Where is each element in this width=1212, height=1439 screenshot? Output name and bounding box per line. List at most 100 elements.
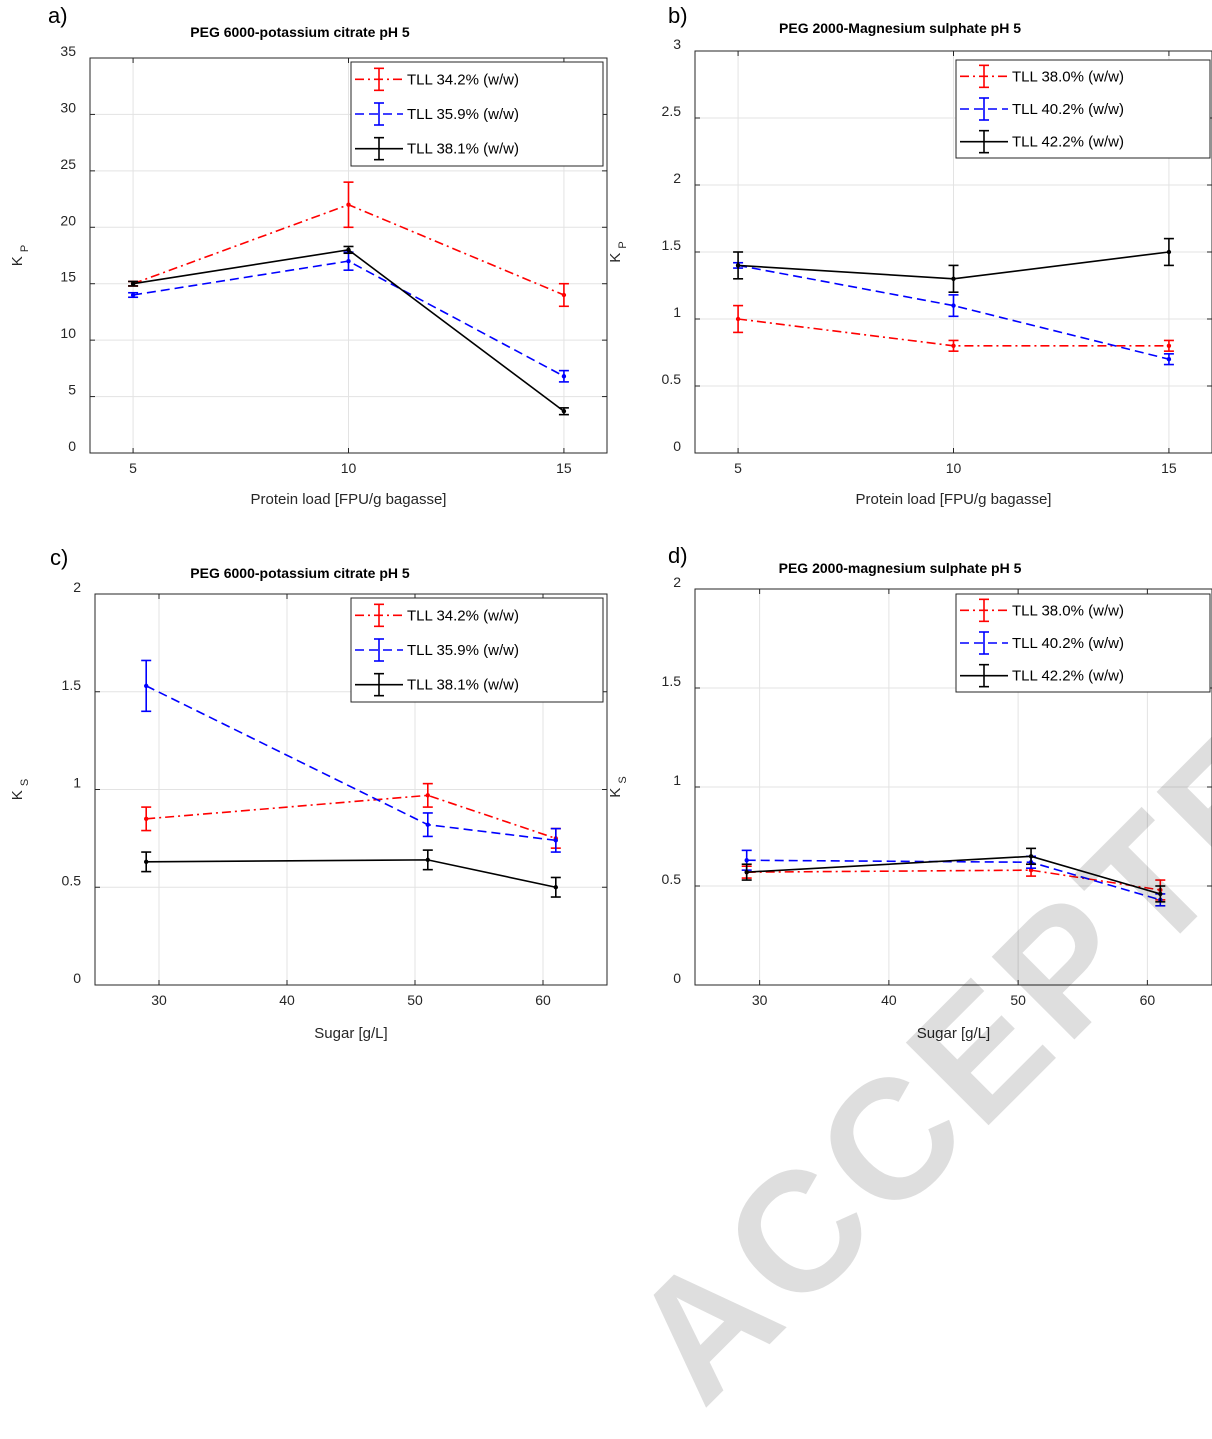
- y-tick-label: 0: [673, 970, 681, 986]
- y-axis-label-subscript: P: [617, 241, 629, 248]
- data-point: [1158, 891, 1163, 897]
- panel-label: c): [50, 545, 68, 570]
- y-tick-label: 1.5: [62, 677, 82, 693]
- x-tick-label: 30: [752, 992, 768, 1008]
- legend-item: TLL 34.2% (w/w): [355, 67, 519, 92]
- y-axis-label-subscript: S: [19, 779, 31, 786]
- data-point: [144, 816, 149, 822]
- data-point: [561, 409, 567, 414]
- data-point: [553, 838, 558, 843]
- data-point: [144, 859, 149, 865]
- x-tick-label: 5: [734, 460, 742, 476]
- y-tick-label: 2: [73, 579, 81, 595]
- series-line: [737, 264, 1170, 360]
- chart-panel-b: 5 10 15 0 0.5 1 1.5 2 2.5 3 b) PEG 2000-Magnesium s…: [607, 3, 1212, 508]
- x-tick-label: 50: [407, 992, 423, 1008]
- y-axis-label-subscript: S: [617, 776, 629, 783]
- data-point: [735, 263, 741, 268]
- series-black: [733, 237, 1174, 294]
- y-axis-label: K S: [9, 779, 31, 801]
- legend-label: TLL 38.1% (w/w): [407, 141, 519, 158]
- y-axis-label: K S: [607, 776, 629, 798]
- legend: TLL 34.2% (w/w) TLL 35.9% (w/w) TLL 38.1% …: [350, 597, 604, 703]
- y-tick-label: 2: [673, 574, 681, 590]
- chart-panel-d: 30 40 50 60 0 0.5 1 1.5 2 d) PEG 2000-magnesium su…: [607, 543, 1212, 1042]
- legend: TLL 34.2% (w/w) TLL 35.9% (w/w) TLL 38.1% …: [350, 61, 604, 167]
- chart-title: PEG 2000-Magnesium sulphate pH 5: [779, 20, 1021, 36]
- y-axis-label-main: K: [607, 249, 624, 263]
- data-point: [1028, 867, 1034, 873]
- data-point: [425, 822, 430, 827]
- legend-item: TLL 34.2% (w/w): [355, 603, 519, 628]
- series-black: [128, 245, 569, 416]
- legend-label: TLL 42.2% (w/w): [1012, 668, 1124, 685]
- legend-item: TLL 35.9% (w/w): [355, 638, 519, 662]
- data-point: [1166, 249, 1172, 255]
- legend-label: TLL 40.2% (w/w): [1012, 101, 1124, 118]
- y-tick-label: 15: [60, 269, 76, 285]
- data-point: [735, 316, 741, 322]
- legend-label: TLL 38.1% (w/w): [407, 677, 519, 694]
- y-tick-label: 0.5: [662, 371, 682, 387]
- legend-label: TLL 40.2% (w/w): [1012, 635, 1124, 652]
- legend-label: TLL 35.9% (w/w): [407, 642, 519, 659]
- series-red: [733, 304, 1174, 352]
- data-point: [346, 202, 351, 207]
- series-blue: [141, 659, 561, 853]
- series-black: [741, 847, 1166, 903]
- legend-item: TLL 42.2% (w/w): [960, 129, 1124, 154]
- y-tick-label: 2: [673, 170, 681, 186]
- y-axis-label-main: K: [9, 252, 26, 266]
- data-point: [553, 885, 558, 890]
- data-point: [346, 258, 351, 264]
- data-point: [744, 869, 749, 875]
- y-tick-label: 0.5: [62, 872, 82, 888]
- data-point: [951, 303, 956, 308]
- data-point: [130, 292, 136, 298]
- legend-item: TLL 42.2% (w/w): [960, 663, 1124, 688]
- x-tick-label: 40: [279, 992, 295, 1008]
- x-tick-label: 10: [341, 460, 357, 476]
- legend-item: TLL 38.0% (w/w): [960, 598, 1124, 623]
- data-point: [130, 281, 136, 286]
- data-point: [744, 858, 749, 863]
- legend-item: TLL 38.0% (w/w): [960, 64, 1124, 89]
- x-axis-label: Sugar [g/L]: [314, 1025, 387, 1042]
- data-point: [951, 276, 956, 281]
- y-tick-label: 0: [73, 970, 81, 986]
- x-tick-label: 15: [1161, 460, 1177, 476]
- y-axis-label-subscript: P: [19, 245, 31, 252]
- legend-label: TLL 34.2% (w/w): [407, 607, 519, 624]
- x-tick-label: 5: [129, 460, 137, 476]
- panel-label: d): [668, 543, 688, 568]
- data-point: [951, 343, 956, 348]
- y-tick-label: 25: [60, 156, 76, 172]
- x-tick-label: 40: [881, 992, 897, 1008]
- y-tick-label: 1.5: [662, 237, 682, 253]
- y-tick-label: 1: [673, 772, 681, 788]
- data-point: [561, 292, 567, 298]
- data-point: [1028, 854, 1034, 859]
- y-tick-label: 10: [60, 325, 76, 341]
- legend-item: TLL 38.1% (w/w): [355, 672, 519, 697]
- y-axis-label: K P: [9, 245, 31, 267]
- chart-title: PEG 6000-potassium citrate pH 5: [190, 565, 410, 581]
- series-black: [141, 849, 561, 898]
- x-tick-label: 60: [1140, 992, 1156, 1008]
- data-point: [1166, 343, 1172, 348]
- x-axis-label: Protein load [FPU/g bagasse]: [251, 491, 447, 508]
- x-tick-label: 10: [946, 460, 962, 476]
- x-axis-label: Sugar [g/L]: [917, 1025, 990, 1042]
- y-tick-label: 1: [673, 304, 681, 320]
- y-tick-label: 20: [60, 212, 76, 228]
- x-tick-label: 50: [1010, 992, 1026, 1008]
- legend: TLL 38.0% (w/w) TLL 40.2% (w/w) TLL 42.2% …: [955, 593, 1211, 693]
- y-axis-label-main: K: [9, 786, 26, 800]
- chart-title: PEG 6000-potassium citrate pH 5: [190, 24, 410, 40]
- y-tick-label: 1.5: [662, 673, 682, 689]
- data-point: [561, 374, 567, 379]
- legend-item: TLL 40.2% (w/w): [960, 631, 1124, 655]
- x-tick-label: 15: [556, 460, 572, 476]
- chart-panel-c: 30 40 50 60 0 0.5 1 1.5 2 c) PEG 6000-potassium ci…: [9, 545, 608, 1042]
- legend-label: TLL 42.2% (w/w): [1012, 134, 1124, 151]
